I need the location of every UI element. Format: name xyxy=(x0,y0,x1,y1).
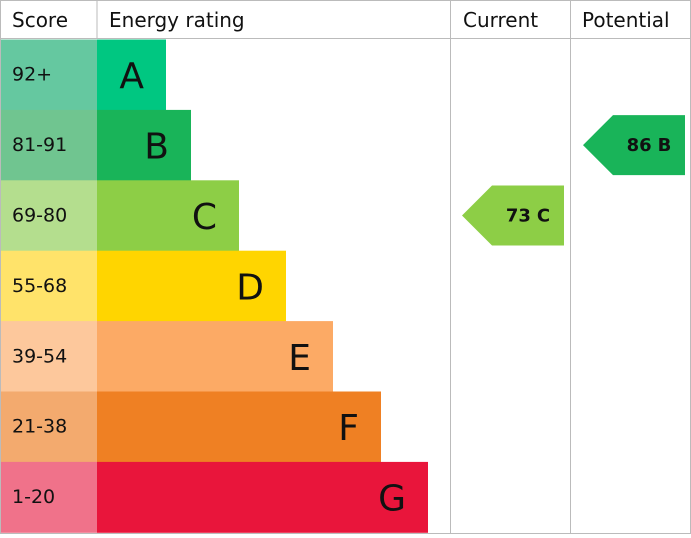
rating-letter: G xyxy=(378,479,406,520)
rating-bar xyxy=(97,321,333,392)
score-cell xyxy=(0,391,97,463)
potential-label: 86 B xyxy=(627,135,672,156)
rating-letter: F xyxy=(338,408,359,449)
score-cell xyxy=(0,109,97,181)
rating-letter: A xyxy=(119,56,144,97)
score-cell xyxy=(0,39,97,111)
score-range: 1-20 xyxy=(12,486,55,508)
rating-letter: B xyxy=(144,127,169,168)
header-potential: Potential xyxy=(582,8,670,32)
header-rating: Energy rating xyxy=(109,8,245,32)
score-cell xyxy=(0,321,97,392)
header-current: Current xyxy=(463,8,538,32)
rating-letter: E xyxy=(288,338,311,379)
header-score: Score xyxy=(12,8,68,32)
score-range: 21-38 xyxy=(12,416,67,438)
rating-bar xyxy=(97,461,428,533)
rating-bar xyxy=(97,39,166,111)
rating-letter: C xyxy=(192,197,217,238)
rating-bar xyxy=(97,250,286,322)
rating-bar xyxy=(97,391,381,463)
score-range: 81-91 xyxy=(12,134,67,156)
score-cell xyxy=(0,180,97,252)
rating-letter: D xyxy=(236,267,264,308)
score-range: 92+ xyxy=(12,64,52,86)
rating-bar xyxy=(97,109,191,181)
score-range: 39-54 xyxy=(12,345,67,367)
score-cell xyxy=(0,461,97,533)
potential-band: B xyxy=(658,135,672,156)
current-arrow xyxy=(462,185,564,246)
current-band: C xyxy=(537,205,550,226)
potential-score: 86 xyxy=(627,135,652,156)
current-label: 73 C xyxy=(506,205,550,226)
potential-arrow xyxy=(583,115,685,176)
score-cell xyxy=(0,250,97,322)
current-score: 73 xyxy=(506,205,531,226)
score-range: 69-80 xyxy=(12,205,67,227)
rating-bar xyxy=(97,180,239,252)
score-range: 55-68 xyxy=(12,275,67,297)
